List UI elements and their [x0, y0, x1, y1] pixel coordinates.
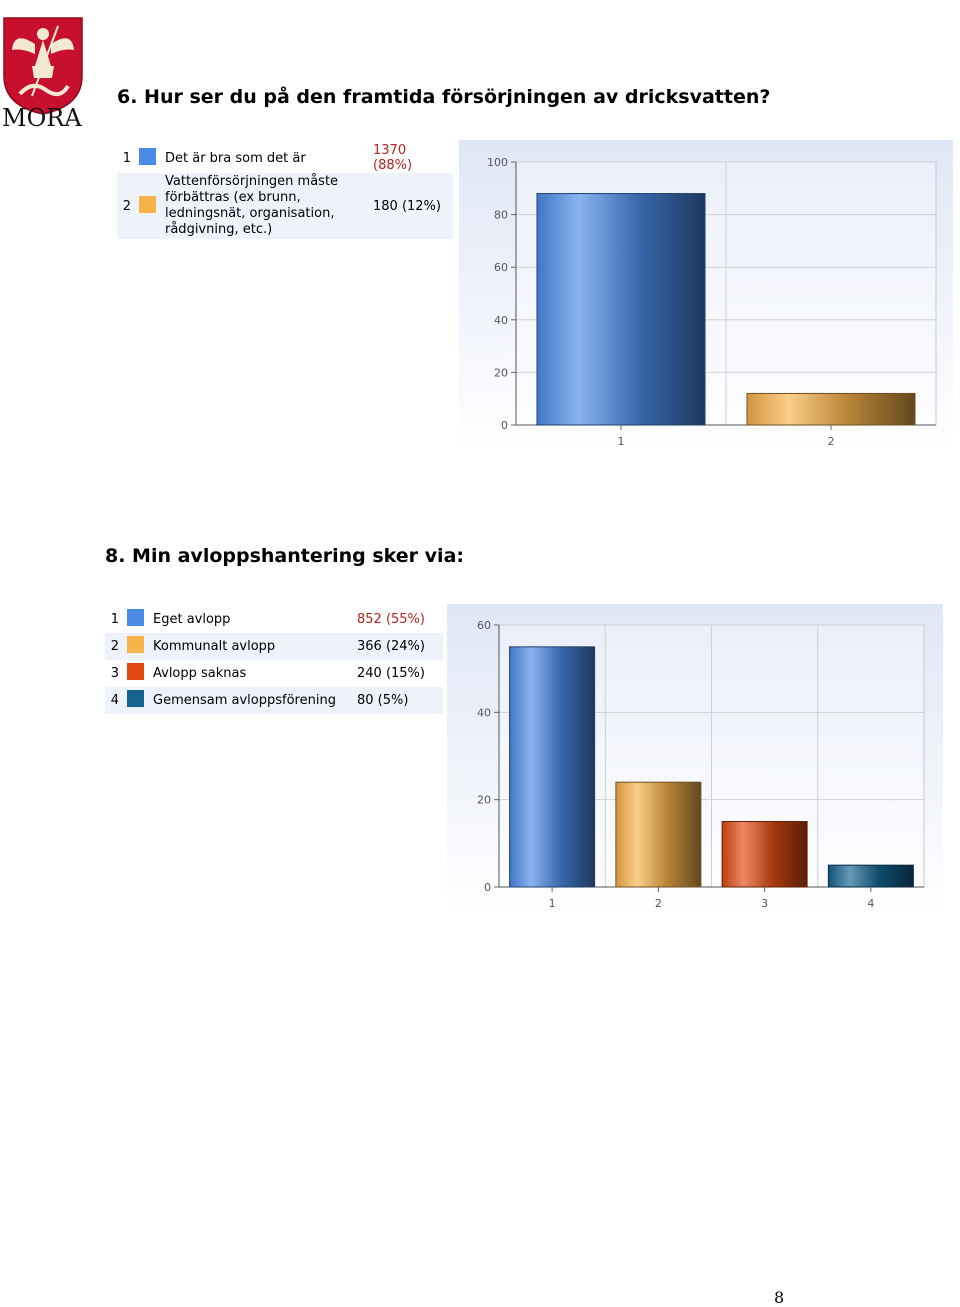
x-tick-label: 3 — [761, 897, 768, 910]
legend-label: Det är bra som det är — [165, 150, 306, 166]
y-tick-label: 0 — [501, 419, 508, 432]
legend-number: 1 — [110, 612, 119, 627]
legend-swatch — [127, 690, 144, 707]
question-8-chart: 0 20 40 60 1 2 3 4 — [447, 604, 943, 916]
legend-swatch — [127, 663, 144, 680]
question-6-heading: 6. Hur ser du på den framtida försörjnin… — [117, 86, 771, 108]
legend-label: Avlopp saknas — [153, 666, 247, 681]
bar-1 — [509, 646, 596, 888]
x-tick-label: 1 — [618, 435, 625, 448]
x-tick-label: 4 — [867, 897, 874, 910]
legend-row: 3 Avlopp saknas 240 (15%) — [105, 660, 443, 687]
legend-label: Kommunalt avlopp — [149, 633, 353, 660]
legend-number: 3 — [110, 666, 119, 681]
question-8-heading: 8. Min avloppshantering sker via: — [105, 545, 464, 567]
x-tick-label: 1 — [549, 897, 556, 910]
bar-1 — [536, 193, 706, 426]
legend-row: 1 Eget avlopp 852 (55%) — [105, 606, 443, 633]
y-tick-label: 100 — [487, 156, 508, 169]
bar-4 — [827, 864, 914, 888]
legend-swatch — [139, 147, 156, 165]
legend-value: 1370 (88%) — [373, 143, 413, 173]
x-tick-label: 2 — [828, 435, 835, 448]
legend-row: 2 Vattenförsörjningen måste förbättras (… — [117, 173, 453, 239]
legend-value: 240 (15%) — [357, 666, 425, 681]
coat-of-arms-icon — [3, 17, 83, 115]
legend-swatch — [127, 636, 144, 653]
legend-label: Eget avlopp — [153, 612, 231, 627]
legend-value: 366 (24%) — [353, 633, 443, 660]
legend-value: 180 (12%) — [369, 173, 453, 239]
legend-value: 852 (55%) — [357, 612, 425, 627]
legend-number: 4 — [105, 687, 123, 714]
y-tick-label: 20 — [477, 794, 491, 807]
logo-text: MORA — [2, 104, 82, 132]
legend-row: 4 Gemensam avloppsförening 80 (5%) — [105, 687, 443, 714]
question-6-chart: 0 20 40 60 80 100 1 2 — [459, 140, 953, 452]
y-tick-label: 20 — [494, 366, 508, 379]
legend-label: Gemensam avloppsförening — [149, 687, 353, 714]
bar-3 — [721, 821, 808, 888]
y-tick-label: 80 — [494, 209, 508, 222]
question-6-legend: 1 Det är bra som det är 1370 (88%) 2 Vat… — [117, 143, 453, 239]
y-tick-label: 40 — [494, 314, 508, 327]
legend-number: 2 — [105, 633, 123, 660]
legend-number: 1 — [122, 150, 131, 166]
legend-row: 1 Det är bra som det är 1370 (88%) — [117, 143, 453, 173]
bar-2 — [746, 392, 916, 426]
y-tick-label: 60 — [494, 261, 508, 274]
x-tick-label: 2 — [655, 897, 662, 910]
bar-2 — [615, 781, 702, 888]
question-8-legend: 1 Eget avlopp 852 (55%) 2 Kommunalt avlo… — [105, 606, 443, 714]
page-number: 8 — [774, 1288, 785, 1307]
legend-value: 80 (5%) — [353, 687, 443, 714]
legend-swatch — [127, 609, 144, 626]
legend-number: 2 — [117, 173, 135, 239]
legend-label: Vattenförsörjningen måste förbättras (ex… — [161, 173, 369, 239]
legend-swatch — [139, 195, 156, 213]
y-tick-label: 0 — [484, 881, 491, 894]
legend-row: 2 Kommunalt avlopp 366 (24%) — [105, 633, 443, 660]
y-tick-label: 60 — [477, 619, 491, 632]
y-tick-label: 40 — [477, 706, 491, 719]
